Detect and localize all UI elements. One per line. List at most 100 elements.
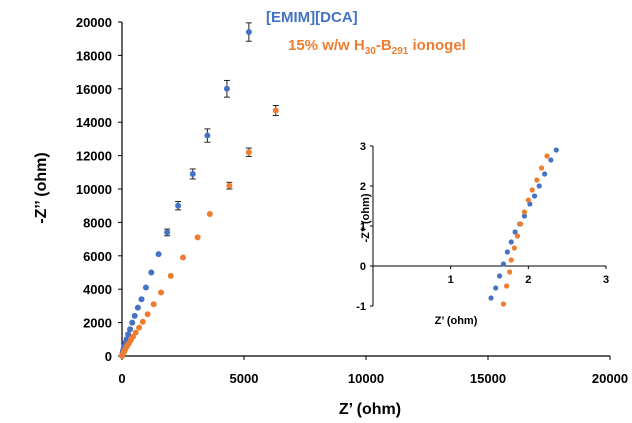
legend: [EMIM][DCA] 15% w/w H30-B291 ionogel bbox=[266, 9, 466, 57]
main-ticks: 0 5000 10000 15000 20000 0 2000 4000 6000 8000 100… bbox=[76, 15, 628, 386]
main-points bbox=[119, 22, 279, 359]
legend-ionogel-sub1: 30 bbox=[365, 46, 377, 57]
data-point bbox=[125, 331, 132, 338]
inset-x-tick-label: 1 bbox=[448, 274, 454, 286]
data-point bbox=[206, 211, 213, 218]
inset-series-15-w-w-h30-b291-ionogel bbox=[500, 153, 550, 307]
x-tick-label: 20000 bbox=[592, 371, 628, 386]
inset-data-point bbox=[508, 239, 514, 245]
y-tick-label: 12000 bbox=[76, 149, 112, 164]
x-axis-label: Z’ (ohm) bbox=[339, 401, 401, 418]
data-point bbox=[175, 202, 182, 209]
inset-data-point bbox=[527, 201, 533, 207]
inset-y-tick-label: 2 bbox=[360, 181, 366, 193]
inset-y-tick-label: 0 bbox=[360, 261, 366, 273]
inset-data-point bbox=[512, 229, 518, 235]
data-point bbox=[180, 254, 186, 261]
x-tick-label: 0 bbox=[118, 371, 125, 386]
y-tick-label: 4000 bbox=[83, 282, 112, 297]
inset-data-point bbox=[525, 197, 531, 203]
data-point bbox=[131, 312, 138, 319]
inset-data-point bbox=[542, 171, 548, 177]
data-point bbox=[189, 170, 196, 177]
data-point bbox=[204, 132, 211, 139]
data-point bbox=[226, 182, 233, 189]
inset-plot: 1 2 3 -1 0 1 2 3 Z’ (ohm) -Z’’ (ohm) bbox=[356, 141, 609, 327]
inset-data-point bbox=[504, 249, 510, 255]
series-emim-dca bbox=[119, 22, 252, 359]
x-tick-label: 10000 bbox=[348, 371, 384, 386]
legend-label-emim-dca: [EMIM][DCA] bbox=[266, 9, 358, 26]
inset-y-axis-label: -Z’’ (ohm) bbox=[360, 193, 372, 242]
data-point bbox=[164, 229, 171, 236]
inset-data-point bbox=[500, 261, 507, 267]
data-point bbox=[129, 319, 136, 326]
inset-data-point bbox=[517, 221, 524, 227]
inset-data-point bbox=[521, 213, 528, 219]
inset-data-point bbox=[496, 273, 503, 279]
inset-data-point bbox=[507, 269, 513, 275]
data-point bbox=[167, 272, 174, 279]
inset-x-tick-label: 2 bbox=[525, 274, 531, 286]
inset-data-point bbox=[529, 187, 535, 193]
data-point bbox=[150, 301, 157, 308]
data-point bbox=[148, 269, 155, 276]
y-tick-label: 14000 bbox=[76, 115, 112, 130]
y-tick-label: 10000 bbox=[76, 182, 112, 197]
inset-data-point bbox=[544, 153, 550, 159]
y-tick-label: 2000 bbox=[83, 316, 112, 331]
y-tick-label: 8000 bbox=[83, 215, 112, 230]
main-plot: 0 5000 10000 15000 20000 0 2000 4000 6000 8000 100… bbox=[33, 15, 628, 418]
inset-ticks: 1 2 3 -1 0 1 2 3 bbox=[356, 141, 609, 313]
inset-data-point bbox=[500, 301, 507, 307]
inset-data-point bbox=[511, 245, 517, 251]
legend-ionogel-part2: -B bbox=[376, 37, 392, 54]
inset-y-tick-label: -1 bbox=[356, 301, 366, 313]
legend-ionogel-part3: ionogel bbox=[408, 37, 466, 54]
data-point bbox=[245, 149, 252, 156]
inset-data-point bbox=[503, 283, 510, 289]
legend-ionogel-part1: 15% w/w H bbox=[288, 37, 365, 54]
data-point bbox=[136, 324, 143, 331]
inset-data-point bbox=[514, 233, 521, 239]
x-tick-label: 5000 bbox=[230, 371, 259, 386]
data-point bbox=[194, 234, 201, 241]
data-point bbox=[138, 296, 145, 303]
y-tick-label: 20000 bbox=[76, 15, 112, 30]
inset-data-point bbox=[521, 209, 528, 215]
data-point bbox=[127, 326, 134, 333]
inset-data-point bbox=[493, 285, 499, 291]
data-point bbox=[144, 311, 151, 318]
inset-y-tick-label: 1 bbox=[360, 221, 366, 233]
inset-x-tick-label: 3 bbox=[603, 274, 609, 286]
data-point bbox=[155, 251, 162, 258]
data-point bbox=[134, 304, 141, 311]
inset-data-point bbox=[538, 165, 545, 171]
inset-data-point bbox=[553, 147, 559, 153]
legend-label-ionogel: 15% w/w H30-B291 ionogel bbox=[288, 37, 466, 57]
inset-data-point bbox=[536, 183, 542, 189]
inset-data-point bbox=[548, 157, 554, 163]
data-point bbox=[272, 107, 279, 114]
inset-y-tick-label: 3 bbox=[360, 141, 366, 153]
series-15-w-w-h30-b291-ionogel bbox=[119, 105, 279, 359]
data-point bbox=[245, 29, 252, 36]
data-point bbox=[132, 329, 139, 336]
data-point bbox=[139, 318, 146, 325]
y-tick-label: 6000 bbox=[83, 249, 112, 264]
data-point bbox=[223, 85, 230, 92]
y-tick-label: 16000 bbox=[76, 82, 112, 97]
inset-data-point bbox=[488, 295, 494, 301]
data-point bbox=[142, 284, 149, 291]
y-tick-label: 0 bbox=[105, 349, 112, 364]
inset-data-point bbox=[534, 177, 540, 183]
data-point bbox=[158, 289, 165, 296]
legend-ionogel-sub2: 291 bbox=[392, 46, 409, 57]
y-axis-label: -Z’’ (ohm) bbox=[33, 152, 50, 223]
inset-x-axis-label: Z’ (ohm) bbox=[435, 315, 478, 327]
inset-data-point bbox=[531, 193, 538, 199]
y-tick-label: 18000 bbox=[76, 48, 112, 63]
inset-points bbox=[488, 147, 559, 307]
inset-series-emim-dca bbox=[488, 147, 559, 301]
